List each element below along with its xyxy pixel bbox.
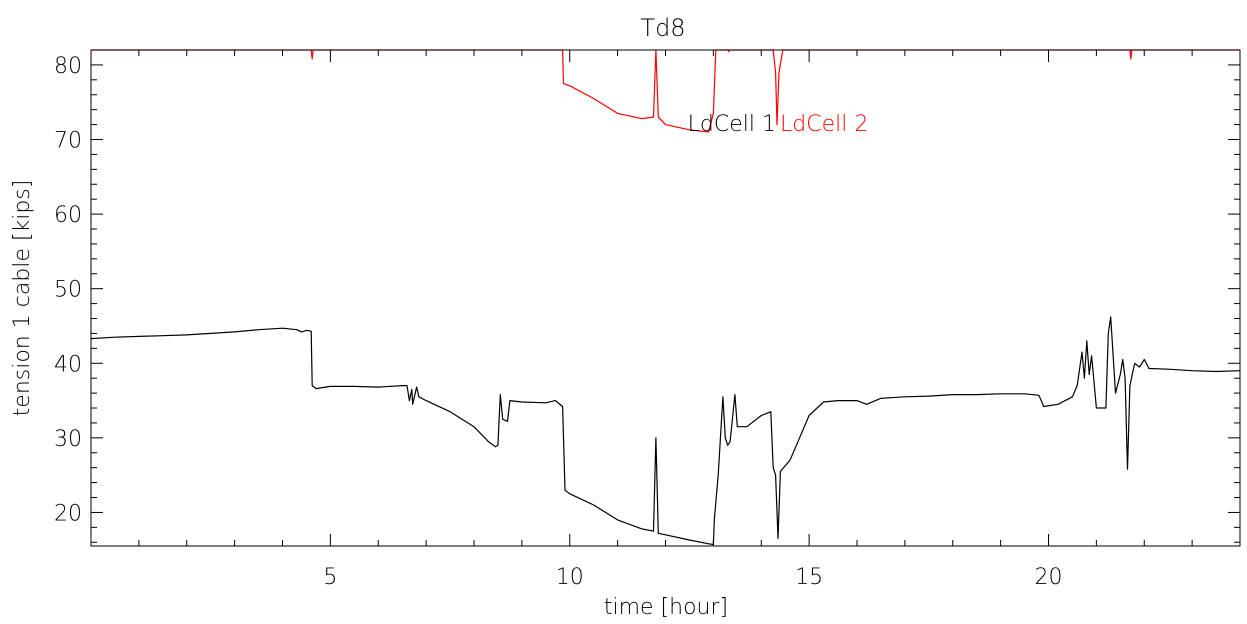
x-tick-label: 20: [1035, 565, 1063, 590]
y-tick-label: 70: [54, 129, 82, 154]
series-line-1: [90, 316, 1241, 546]
plot-area: 5 10 15 20 20 30 40 50 60 70 80: [54, 49, 1241, 590]
legend-ldcell-1: LdCell 1: [688, 112, 776, 137]
chart-title: Td8: [640, 14, 685, 42]
ticks-layer: 5 10 15 20 20 30 40 50 60 70 80: [54, 49, 1240, 590]
y-tick-label: 50: [54, 278, 82, 303]
y-tick-label: 40: [54, 352, 82, 377]
y-tick-label: 30: [54, 427, 82, 452]
x-tick-label: 15: [795, 565, 823, 590]
y-axis-label: tension 1 cable [kips]: [10, 180, 35, 417]
x-tick-label: 5: [323, 565, 337, 590]
y-tick-label: 20: [54, 501, 82, 526]
y-tick-label: 80: [54, 54, 82, 79]
series-layer: [90, 49, 1241, 546]
series-line-2: [91, 49, 1240, 133]
legend-ldcell-2: LdCell 2: [780, 112, 868, 137]
x-axis-label: time [hour]: [604, 595, 728, 620]
x-tick-label: 10: [556, 565, 584, 590]
y-tick-label: 60: [54, 203, 82, 228]
